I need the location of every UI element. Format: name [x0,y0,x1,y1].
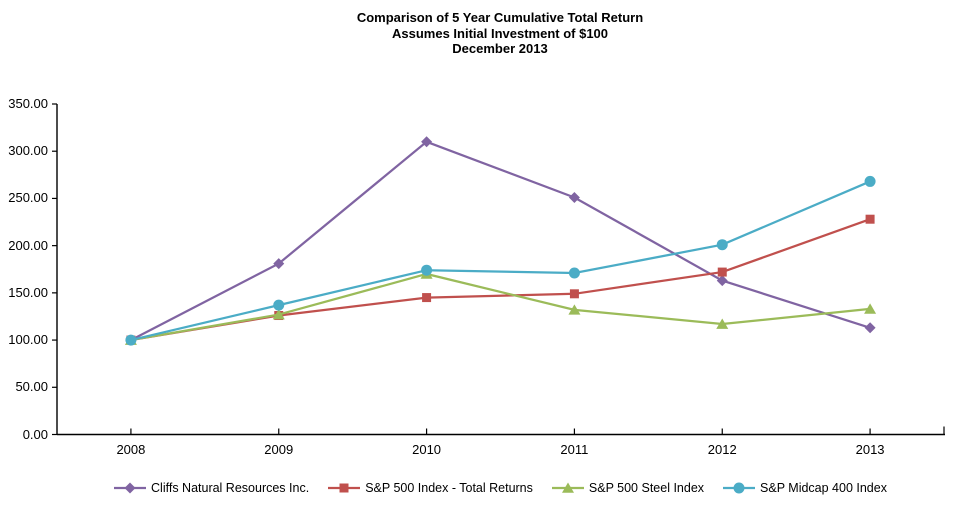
y-tick-label: 250.00 [8,190,48,206]
triangle-marker-icon [551,482,584,493]
chart-legend: Cliffs Natural Resources Inc. S&P 500 In… [57,481,943,495]
x-tick-label: 2011 [560,442,589,457]
legend-label: S&P 500 Index - Total Returns [365,481,533,495]
diamond-marker-icon [114,482,147,494]
legend-label: S&P 500 Steel Index [588,481,705,495]
x-tick-label: 2013 [855,442,885,457]
y-tick-label: 350.00 [8,96,48,111]
legend-item-sp500-steel: S&P 500 Steel Index [551,481,704,495]
chart-title: Comparison of 5 Year Cumulative Total Re… [57,10,943,57]
legend-label: S&P Midcap 400 Index [760,481,887,495]
y-tick-label: 50.00 [15,379,48,395]
y-tick-label: 150.00 [8,284,48,300]
chart-title-line3: December 2013 [452,41,548,56]
x-tick-label: 2009 [264,442,294,457]
y-tick-label: 200.00 [8,237,48,253]
circle-marker-icon [723,482,756,494]
legend-item-sp500-total-returns: S&P 500 Index - Total Returns [327,481,533,495]
legend-label: Cliffs Natural Resources Inc. [151,481,310,495]
legend-item-cliffs: Cliffs Natural Resources Inc. [113,481,309,495]
x-tick-label: 2012 [707,442,737,457]
square-marker-icon [328,483,361,493]
x-tick-label: 2008 [116,442,146,457]
y-tick-label: 0.00 [22,426,48,442]
x-tick-label: 2010 [412,442,442,457]
y-tick-label: 300.00 [8,143,48,159]
chart-title-line2: Assumes Initial Investment of $100 [391,25,609,41]
legend-item-sp-midcap-400: S&P Midcap 400 Index [722,481,887,495]
y-tick-label: 100.00 [8,332,48,348]
chart-title-line1: Comparison of 5 Year Cumulative Total Re… [356,10,644,25]
